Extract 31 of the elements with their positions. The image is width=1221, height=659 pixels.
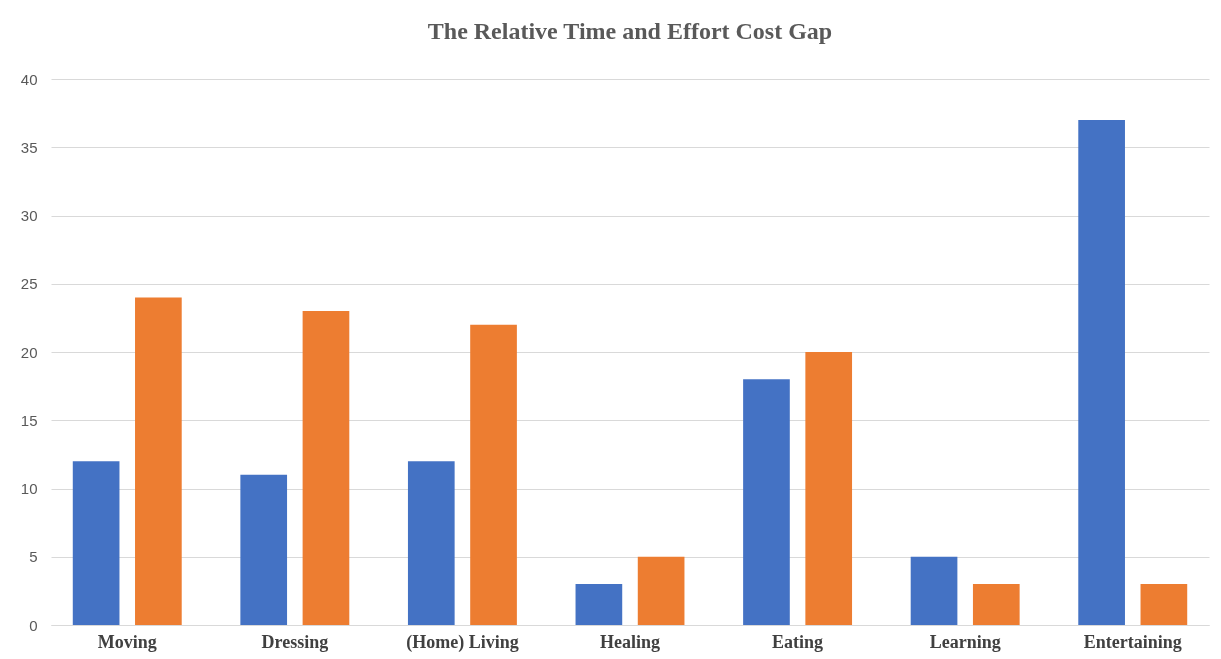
y-tick-label: 20 — [20, 343, 38, 361]
y-tick-label: 5 — [29, 548, 38, 566]
bar — [407, 461, 455, 625]
x-tick-label: (Home) Living — [406, 631, 519, 653]
bar — [135, 297, 182, 625]
bar — [1078, 119, 1125, 625]
bar — [972, 584, 1020, 625]
x-tick-label: Entertaining — [1083, 631, 1182, 652]
x-tick-label: Healing — [599, 631, 661, 652]
bar — [470, 324, 517, 625]
y-tick-label: 30 — [20, 207, 38, 224]
bar — [575, 584, 623, 625]
chart-title: The Relative Time and Effort Cost Gap — [427, 18, 833, 44]
y-tick-label: 10 — [20, 480, 38, 497]
bar — [805, 352, 853, 625]
y-tick-label: 25 — [20, 275, 38, 293]
bar — [1140, 584, 1188, 625]
bar — [743, 379, 790, 625]
y-tick-label: 40 — [20, 70, 38, 88]
x-tick-label: Eating — [772, 631, 824, 652]
bar — [72, 461, 120, 625]
x-tick-label: Learning — [929, 631, 1001, 652]
x-tick-label: Dressing — [261, 631, 329, 652]
bar — [240, 474, 288, 625]
y-tick-label: 0 — [29, 616, 38, 634]
y-tick-label: 35 — [20, 138, 38, 156]
x-tick-label: Moving — [97, 631, 157, 652]
bar — [302, 311, 350, 625]
bar — [910, 556, 958, 625]
y-tick-label: 15 — [20, 411, 38, 429]
bar — [637, 556, 685, 625]
